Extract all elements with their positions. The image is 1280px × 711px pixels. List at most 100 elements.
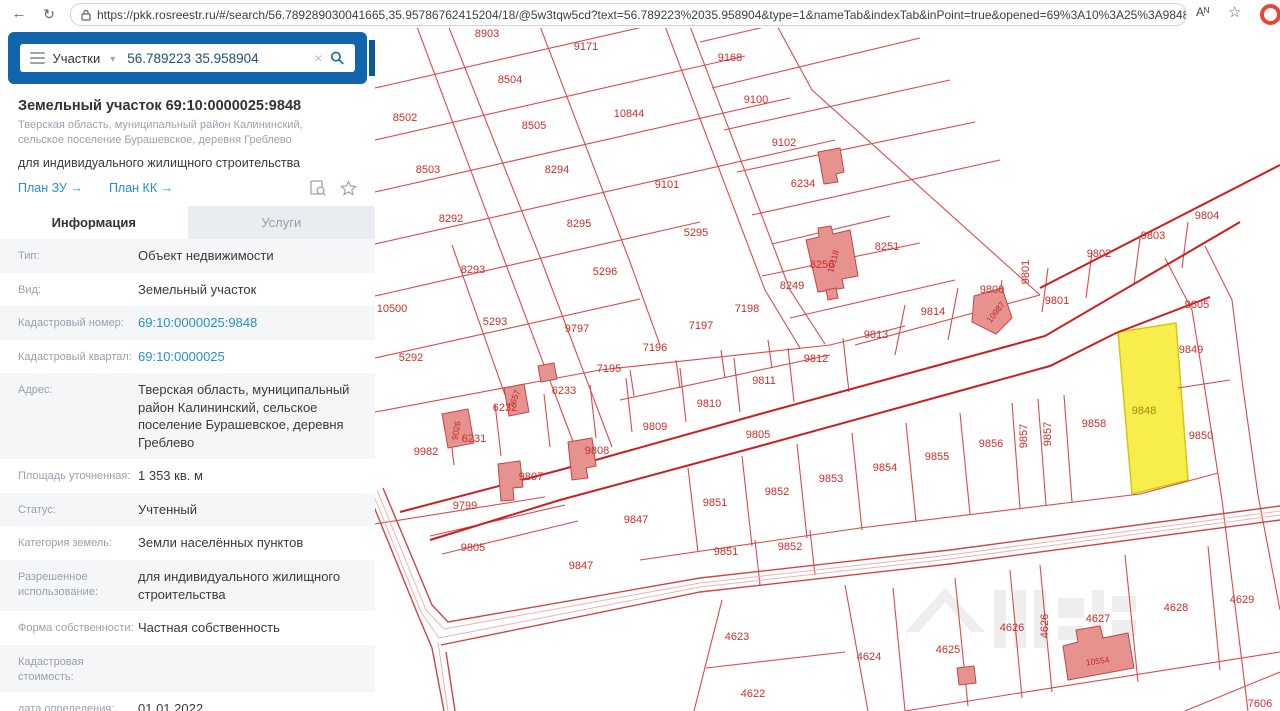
parcel-label[interactable]: 9100 bbox=[744, 94, 768, 106]
tab-services[interactable]: Услуги bbox=[187, 205, 375, 239]
menu-icon[interactable] bbox=[30, 52, 45, 64]
parcel-label[interactable]: 7196 bbox=[643, 342, 667, 354]
parcel-label[interactable]: 5293 bbox=[483, 316, 507, 328]
parcel-label[interactable]: 4626 bbox=[1000, 622, 1024, 634]
parcel-label[interactable]: 9856 bbox=[979, 438, 1003, 450]
parcel-label[interactable]: 6231 bbox=[462, 433, 486, 445]
parcel-label[interactable]: 9801 bbox=[1020, 260, 1032, 284]
row-value-link[interactable]: 69:10:0000025 bbox=[138, 348, 225, 364]
parcel-label[interactable]: 9811 bbox=[752, 375, 776, 387]
parcel-label[interactable]: 8505 bbox=[522, 120, 546, 132]
parcel-label[interactable]: 9805 bbox=[461, 542, 485, 554]
favorite-star-icon[interactable]: ☆ bbox=[1228, 4, 1242, 21]
parcel-label[interactable]: 4626 bbox=[1039, 614, 1051, 638]
parcel-label[interactable]: 9857 bbox=[1042, 422, 1054, 446]
collapse-panel-button[interactable]: ‹ bbox=[369, 40, 375, 76]
browser-extension-icon[interactable] bbox=[1260, 4, 1280, 25]
preview-icon[interactable] bbox=[310, 180, 326, 196]
parcel-label[interactable]: 9101 bbox=[655, 179, 679, 191]
address-bar[interactable]: https://pkk.rosreestr.ru/#/search/56.789… bbox=[70, 3, 1187, 26]
parcel-label[interactable]: 9813 bbox=[864, 329, 888, 341]
parcel-label[interactable]: 9809 bbox=[643, 421, 667, 433]
parcel-label[interactable]: 9857 bbox=[1018, 424, 1030, 448]
chevron-down-icon[interactable]: ▾ bbox=[110, 53, 116, 65]
parcel-label[interactable]: 9102 bbox=[772, 137, 796, 149]
parcel-label[interactable]: 4629 bbox=[1230, 594, 1254, 606]
parcel-label[interactable]: 8294 bbox=[545, 164, 569, 176]
parcel-label[interactable]: 9854 bbox=[873, 462, 897, 474]
parcel-label[interactable]: 4625 bbox=[936, 644, 960, 656]
parcel-label[interactable]: 9800 bbox=[980, 284, 1004, 296]
parcel-label[interactable]: 5292 bbox=[399, 352, 423, 364]
parcel-label[interactable]: 9847 bbox=[624, 514, 648, 526]
parcel-label[interactable]: 4624 bbox=[857, 651, 881, 663]
parcel-label[interactable]: 9847 bbox=[569, 560, 593, 572]
parcel-label[interactable]: 8903 bbox=[475, 28, 499, 40]
parcel-label[interactable]: 9797 bbox=[565, 323, 589, 335]
search-field[interactable]: Участки ▾ × bbox=[20, 44, 355, 72]
parcel-label[interactable]: 9858 bbox=[1082, 418, 1106, 430]
parcel-label[interactable]: 6234 bbox=[791, 178, 815, 190]
parcel-label[interactable]: 6232 bbox=[493, 402, 517, 414]
selected-parcel-9848[interactable] bbox=[1117, 322, 1189, 495]
parcel-label[interactable]: 9805 bbox=[746, 429, 770, 441]
parcel-label[interactable]: 8504 bbox=[498, 74, 522, 86]
parcel-label[interactable]: 9851 bbox=[714, 546, 738, 558]
parcel-label[interactable]: 4627 bbox=[1086, 613, 1110, 625]
parcel-label[interactable]: 8251 bbox=[875, 241, 899, 253]
parcel-label[interactable]: 9848 bbox=[1132, 405, 1156, 417]
parcel-label[interactable]: 5296 bbox=[593, 266, 617, 278]
parcel-label[interactable]: 9804 bbox=[1195, 210, 1219, 222]
plan-zu-link[interactable]: План ЗУ → bbox=[18, 180, 83, 195]
clear-icon[interactable]: × bbox=[314, 50, 323, 66]
parcel-label[interactable]: 9852 bbox=[778, 541, 802, 553]
parcel-label[interactable]: 9812 bbox=[804, 353, 828, 365]
parcel-label[interactable]: 9803 bbox=[1141, 230, 1165, 242]
parcel-label[interactable]: 7606 bbox=[1248, 698, 1272, 710]
parcel-label[interactable]: 10844 bbox=[614, 108, 645, 120]
parcel-label[interactable]: 9851 bbox=[703, 497, 727, 509]
parcel-label[interactable]: 9807 bbox=[519, 471, 543, 483]
parcel-label[interactable]: 10500 bbox=[377, 303, 408, 315]
cadastral-map[interactable]: 8903 9171 9168 8504 9100 8502 8505 10844 9102 850… bbox=[367, 0, 1280, 711]
parcel-label[interactable]: 8292 bbox=[439, 213, 463, 225]
parcel-label[interactable]: 8250 bbox=[810, 259, 834, 271]
parcel-label[interactable]: 9850 bbox=[1189, 430, 1213, 442]
tab-information[interactable]: Информация bbox=[0, 205, 188, 239]
parcel-label[interactable]: 7195 bbox=[597, 363, 621, 375]
parcel-label[interactable]: 7197 bbox=[689, 320, 713, 332]
parcel-label[interactable]: 9801 bbox=[1045, 295, 1069, 307]
search-icon[interactable] bbox=[330, 50, 345, 66]
parcel-label[interactable]: 9808 bbox=[585, 445, 609, 457]
search-input[interactable] bbox=[125, 49, 307, 67]
reload-icon[interactable]: ↻ bbox=[43, 6, 55, 22]
parcel-label[interactable]: 8293 bbox=[461, 264, 485, 276]
back-icon[interactable]: ← bbox=[11, 5, 27, 22]
parcel-label[interactable]: 4622 bbox=[741, 688, 765, 700]
parcel-label[interactable]: 9799 bbox=[453, 500, 477, 512]
parcel-label[interactable]: 7198 bbox=[735, 303, 759, 315]
parcel-label[interactable]: 6233 bbox=[552, 385, 576, 397]
parcel-label[interactable]: 9168 bbox=[718, 52, 742, 64]
parcel-label[interactable]: 8295 bbox=[567, 218, 591, 230]
parcel-label[interactable]: 9805 bbox=[1185, 299, 1209, 311]
parcel-label[interactable]: 9855 bbox=[925, 451, 949, 463]
parcel-label[interactable]: 9810 bbox=[697, 398, 721, 410]
row-value-link[interactable]: 69:10:0000025:9848 bbox=[138, 315, 258, 331]
star-icon[interactable] bbox=[340, 179, 357, 196]
parcel-label[interactable]: 8503 bbox=[416, 164, 440, 176]
parcel-label[interactable]: 9814 bbox=[921, 306, 945, 318]
parcel-label[interactable]: 9853 bbox=[819, 473, 843, 485]
search-category[interactable]: Участки bbox=[52, 50, 101, 66]
parcel-label[interactable]: 4623 bbox=[725, 631, 749, 643]
parcel-label[interactable]: 9802 bbox=[1087, 248, 1111, 260]
parcel-label[interactable]: 8249 bbox=[780, 280, 804, 292]
parcel-label[interactable]: 9171 bbox=[574, 41, 598, 53]
parcel-label[interactable]: 8502 bbox=[393, 112, 417, 124]
parcel-label[interactable]: 4628 bbox=[1164, 602, 1188, 614]
parcel-label[interactable]: 5295 bbox=[684, 227, 708, 239]
parcel-label[interactable]: 9852 bbox=[765, 486, 789, 498]
plan-kk-link[interactable]: План КК → bbox=[108, 180, 174, 195]
parcel-label[interactable]: 9982 bbox=[414, 446, 438, 458]
read-aloud-icon[interactable]: Aᴺ bbox=[1196, 5, 1210, 19]
